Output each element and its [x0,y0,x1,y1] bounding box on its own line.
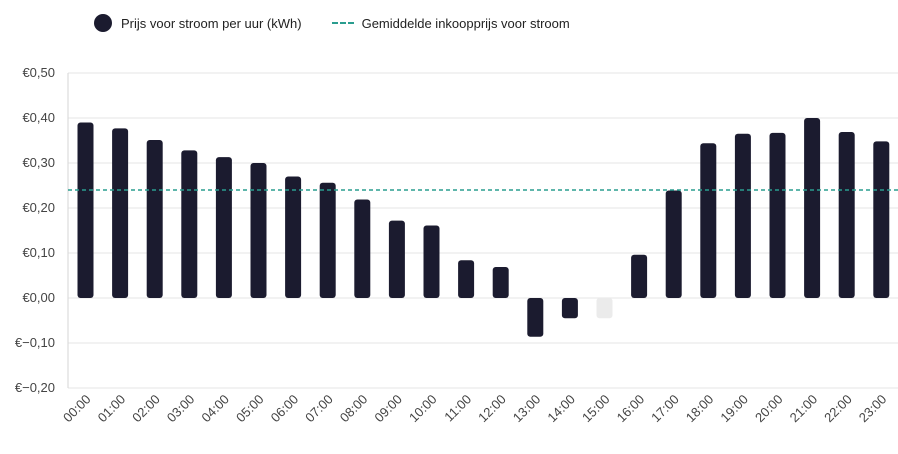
bar-2000[interactable] [769,132,786,298]
x-tick-label: 21:00 [787,392,821,426]
x-tick-label: 23:00 [856,392,890,426]
x-tick-label: 16:00 [614,392,648,426]
bar-1400[interactable] [561,298,578,319]
bar-1600[interactable] [631,254,648,298]
x-tick-label: 18:00 [683,392,717,426]
bar-0000[interactable] [77,122,94,299]
x-tick-label: 11:00 [441,392,474,425]
bar-2300[interactable] [873,141,890,298]
y-tick-label: €0,20 [22,200,55,215]
legend-dot-icon [94,14,112,32]
y-tick-label: €−0,10 [15,335,55,350]
bar-1200[interactable] [492,266,509,298]
bar-0400[interactable] [215,157,232,298]
x-tick-label: 13:00 [510,392,544,426]
bar-0800[interactable] [354,199,371,298]
y-tick-label: €0,10 [22,245,55,260]
x-tick-label: 01:00 [95,392,129,426]
legend-item-hourly-price[interactable]: Prijs voor stroom per uur (kWh) [94,14,302,32]
bar-0900[interactable] [388,220,405,298]
y-tick-label: €−0,20 [15,380,55,395]
x-tick-label: 03:00 [164,392,198,426]
bar-1800[interactable] [700,143,717,298]
bar-1300[interactable] [527,298,544,337]
y-tick-label: €0,40 [22,110,55,125]
legend-dashed-line-icon [331,22,354,24]
x-tick-label: 09:00 [371,392,405,426]
chart-legend: Prijs voor stroom per uur (kWh) Gemiddel… [94,12,600,34]
bar-1700[interactable] [665,190,682,298]
x-tick-label: 17:00 [648,392,682,426]
bar-0100[interactable] [112,128,129,298]
y-tick-label: €0,30 [22,155,55,170]
bar-0500[interactable] [250,163,267,298]
x-tick-label: 19:00 [717,392,751,426]
x-tick-label: 04:00 [198,392,232,426]
bar-1100[interactable] [458,260,475,298]
x-tick-label: 05:00 [233,392,267,426]
x-tick-label: 15:00 [579,392,613,426]
x-tick-label: 00:00 [60,392,94,426]
legend-label-average-price: Gemiddelde inkoopprijs voor stroom [361,15,570,31]
x-tick-label: 06:00 [268,392,302,426]
x-tick-label: 20:00 [752,392,786,426]
legend-label-hourly-price: Prijs voor stroom per uur (kWh) [121,15,302,31]
x-tick-label: 12:00 [475,392,509,426]
legend-item-average-price[interactable]: Gemiddelde inkoopprijs voor stroom [331,15,570,31]
x-tick-label: 08:00 [337,392,371,426]
y-tick-label: €0,00 [22,290,55,305]
y-tick-label: €0,50 [22,65,55,80]
bar-0300[interactable] [181,150,198,298]
x-tick-label: 07:00 [302,392,336,426]
x-tick-label: 14:00 [544,392,578,426]
bar-0600[interactable] [285,176,302,299]
bar-1900[interactable] [734,133,751,298]
bar-1000[interactable] [423,225,440,298]
bar-1500[interactable] [596,298,613,319]
bar-0200[interactable] [146,140,163,298]
x-tick-label: 10:00 [406,392,440,426]
bar-2200[interactable] [838,131,855,298]
bar-2100[interactable] [804,118,821,298]
x-tick-label: 02:00 [129,392,163,426]
bar-0700[interactable] [319,182,336,298]
x-tick-label: 22:00 [821,392,855,426]
